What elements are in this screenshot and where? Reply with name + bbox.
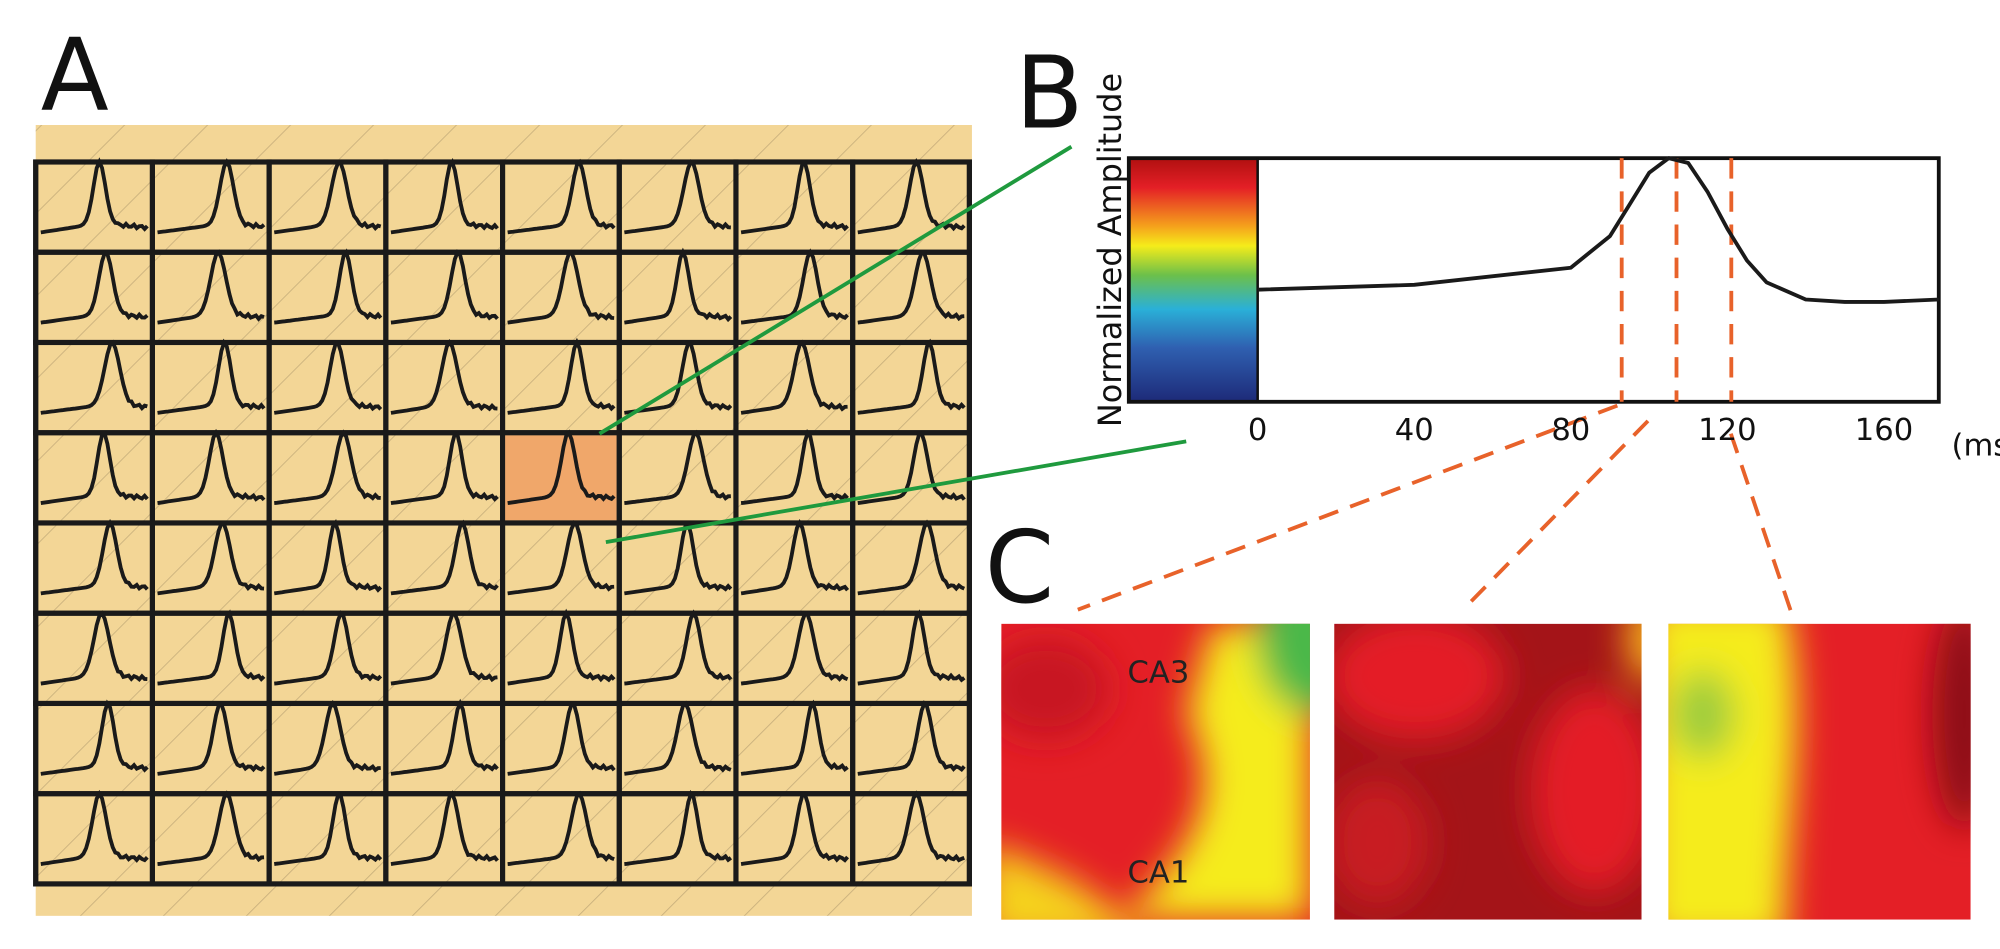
cell-trace bbox=[624, 247, 733, 325]
cell-trace bbox=[273, 792, 383, 866]
cell-trace bbox=[624, 609, 733, 686]
cell-trace bbox=[390, 519, 499, 596]
heatmap bbox=[1001, 623, 1310, 920]
cell-trace bbox=[157, 521, 265, 596]
plot-frame bbox=[1126, 156, 1941, 404]
cell-trace bbox=[390, 158, 499, 235]
connector bbox=[1729, 433, 1794, 616]
cell-trace bbox=[624, 521, 733, 596]
panel-label: C bbox=[985, 511, 1054, 626]
x-tick-label: 80 bbox=[1551, 413, 1590, 448]
cell-trace bbox=[390, 339, 498, 415]
cell-trace bbox=[157, 249, 265, 325]
connector bbox=[1077, 403, 1619, 612]
cell-trace bbox=[40, 519, 149, 596]
cell-trace bbox=[857, 609, 966, 686]
cell-trace bbox=[857, 700, 966, 776]
cell-trace bbox=[390, 790, 499, 866]
cell-trace bbox=[624, 159, 731, 235]
cell-trace bbox=[390, 249, 499, 325]
cell-trace bbox=[624, 340, 733, 415]
connector bbox=[598, 145, 1073, 436]
cell-trace bbox=[740, 519, 850, 596]
cell-trace bbox=[390, 611, 498, 686]
cell-trace bbox=[507, 790, 615, 866]
cell-trace bbox=[274, 248, 383, 325]
x-tick-label: 0 bbox=[1248, 413, 1267, 448]
cell-trace bbox=[40, 789, 149, 866]
cell-trace bbox=[740, 428, 849, 505]
cell-trace bbox=[507, 429, 616, 505]
cell-trace bbox=[624, 429, 731, 505]
cell-trace bbox=[274, 429, 381, 505]
connector bbox=[605, 439, 1187, 544]
cell-trace bbox=[507, 608, 616, 686]
cell-trace bbox=[273, 700, 381, 776]
cell-trace bbox=[507, 520, 615, 596]
trace-grid bbox=[33, 157, 972, 887]
highlight-cell bbox=[505, 435, 617, 521]
cell-trace bbox=[624, 700, 732, 776]
cell-trace bbox=[507, 250, 615, 325]
cell-trace bbox=[273, 340, 383, 415]
cell-trace bbox=[740, 611, 849, 686]
cell-trace bbox=[157, 158, 266, 235]
y-axis-label: Normalized Amplitude bbox=[1091, 73, 1129, 427]
heatmap bbox=[1668, 623, 1971, 920]
heatmap bbox=[1334, 623, 1642, 920]
connector bbox=[1461, 419, 1650, 612]
grid-cell bbox=[850, 791, 972, 887]
cell-trace bbox=[740, 792, 850, 866]
cell-trace bbox=[40, 699, 149, 776]
panel-label: B bbox=[1015, 37, 1083, 152]
cell-trace bbox=[857, 431, 966, 505]
cell-trace bbox=[507, 701, 616, 776]
x-tick-label: 160 bbox=[1855, 413, 1913, 448]
cell-trace bbox=[157, 609, 266, 686]
cell-trace bbox=[157, 701, 266, 776]
region-label: CA1 bbox=[1128, 856, 1190, 891]
x-unit-label: (ms) bbox=[1952, 428, 2000, 463]
cell-trace bbox=[40, 339, 148, 415]
cell-trace bbox=[857, 790, 965, 866]
cell-trace bbox=[857, 338, 966, 415]
colorbar bbox=[1128, 158, 1258, 402]
cell-trace bbox=[740, 339, 848, 415]
cell-trace bbox=[157, 428, 266, 505]
cell-trace bbox=[157, 790, 265, 866]
cell-trace bbox=[390, 698, 499, 776]
cell-trace bbox=[157, 338, 266, 415]
region-label: CA3 bbox=[1128, 655, 1190, 690]
x-tick-label: 120 bbox=[1698, 413, 1756, 448]
cell-trace bbox=[624, 789, 733, 866]
cell-trace bbox=[273, 519, 383, 596]
cell-trace bbox=[274, 610, 383, 686]
cell-trace bbox=[40, 610, 148, 686]
cell-trace bbox=[740, 248, 849, 325]
cell-trace bbox=[740, 160, 849, 235]
cell-trace bbox=[857, 519, 966, 596]
amplitude-trace bbox=[1257, 156, 1939, 304]
cell-trace bbox=[507, 158, 616, 235]
cell-trace bbox=[40, 250, 149, 325]
cell-trace bbox=[273, 160, 382, 235]
cell-trace bbox=[740, 699, 849, 776]
cell-trace bbox=[40, 157, 149, 235]
cell-trace bbox=[40, 431, 149, 505]
x-tick-label: 40 bbox=[1395, 413, 1434, 448]
cell-trace bbox=[857, 250, 965, 325]
cell-trace bbox=[857, 158, 966, 235]
cell-trace bbox=[507, 337, 616, 415]
cell-trace bbox=[390, 431, 499, 505]
panel-label: A bbox=[41, 19, 109, 134]
connectors-c bbox=[1077, 403, 1794, 616]
